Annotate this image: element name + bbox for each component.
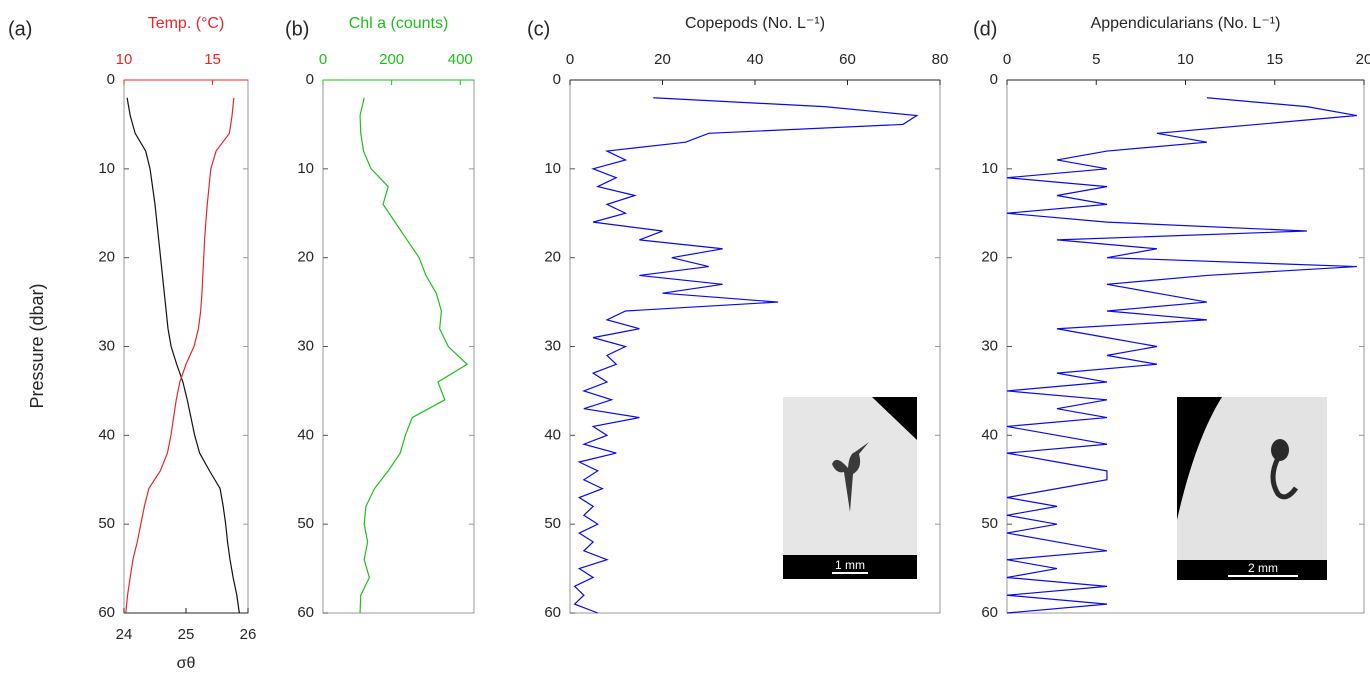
pressure-tick-label: 20	[98, 249, 115, 266]
pressure-tick-label: 20	[297, 249, 314, 266]
panel-label: (b)	[285, 18, 309, 40]
value-axis-2-tick-label: 10	[116, 51, 133, 68]
value-axis-title: Appendicularians (No. L⁻¹)	[1091, 15, 1281, 32]
profile-line	[126, 97, 240, 614]
value-axis-tick-label: 80	[932, 51, 949, 68]
value-axis-tick-label: 40	[747, 51, 764, 68]
pressure-tick-label: 20	[981, 249, 998, 266]
profile-line	[1006, 97, 1357, 614]
value-axis-tick-label: 60	[839, 51, 856, 68]
inset-organism-tail	[1270, 456, 1299, 500]
value-axis-tick-label: 10	[1177, 51, 1194, 68]
inset-scale-bar-bg	[783, 555, 917, 579]
pressure-tick-label: 60	[981, 604, 998, 621]
pressure-tick-label: 40	[544, 426, 561, 443]
panel-label: (c)	[527, 18, 550, 40]
inset-copepod	[783, 397, 917, 579]
pressure-tick-label: 0	[990, 71, 998, 88]
pressure-tick-label: 10	[544, 160, 561, 177]
value-axis-tick-label: 26	[240, 626, 257, 643]
pressure-tick-label: 50	[544, 515, 561, 532]
pressure-tick-label: 10	[297, 160, 314, 177]
pressure-tick-label: 60	[297, 604, 314, 621]
panel-label: (d)	[973, 18, 997, 40]
pressure-tick-label: 60	[544, 604, 561, 621]
value-axis-tick-label: 20	[654, 51, 671, 68]
pressure-axis-title: Pressure (dbar)	[27, 283, 47, 408]
value-axis-tick-label: 15	[1266, 51, 1283, 68]
value-axis-tick-label: 200	[379, 51, 404, 68]
pressure-tick-label: 50	[297, 515, 314, 532]
value-axis-title: Chl a (counts)	[349, 15, 449, 32]
value-axis-title: σθ	[177, 655, 196, 672]
profile-line	[359, 97, 469, 614]
panel-label: (a)	[8, 18, 32, 40]
inset-corner	[872, 397, 917, 440]
value-axis-2-title: Temp. (°C)	[148, 15, 225, 32]
pressure-tick-label: 10	[98, 160, 115, 177]
pressure-tick-label: 0	[107, 71, 115, 88]
pressure-tick-label: 30	[544, 337, 561, 354]
plot-frame	[322, 79, 475, 614]
profile-line	[125, 97, 235, 614]
inset-scale-label: 1 mm	[835, 558, 865, 572]
pressure-tick-label: 30	[981, 337, 998, 354]
inset-organism	[1271, 439, 1289, 461]
value-axis-tick-label: 0	[1003, 51, 1011, 68]
value-axis-tick-label: 20	[1356, 51, 1370, 68]
pressure-tick-label: 0	[553, 71, 561, 88]
value-axis-title: Copepods (No. L⁻¹)	[685, 15, 825, 32]
pressure-tick-label: 60	[98, 604, 115, 621]
inset-corner	[1177, 397, 1222, 520]
pressure-tick-label: 10	[981, 160, 998, 177]
pressure-tick-label: 30	[98, 337, 115, 354]
value-axis-tick-label: 5	[1092, 51, 1100, 68]
value-axis-tick-label: 24	[116, 626, 133, 643]
profile-line	[573, 97, 919, 614]
pressure-tick-label: 50	[98, 515, 115, 532]
value-axis-tick-label: 0	[566, 51, 574, 68]
pressure-tick-label: 20	[544, 249, 561, 266]
inset-organism	[832, 442, 869, 512]
value-axis-tick-label: 0	[319, 51, 327, 68]
pressure-tick-label: 30	[297, 337, 314, 354]
value-axis-tick-label: 25	[178, 626, 195, 643]
pressure-tick-label: 40	[981, 426, 998, 443]
pressure-tick-label: 0	[306, 71, 314, 88]
pressure-tick-label: 40	[297, 426, 314, 443]
value-axis-2-tick-label: 15	[204, 51, 221, 68]
pressure-tick-label: 50	[981, 515, 998, 532]
inset-appendicularian	[1177, 397, 1327, 580]
plot-frame	[123, 79, 249, 614]
inset-scale-label: 2 mm	[1248, 561, 1278, 575]
pressure-tick-label: 40	[98, 426, 115, 443]
value-axis-tick-label: 400	[448, 51, 473, 68]
